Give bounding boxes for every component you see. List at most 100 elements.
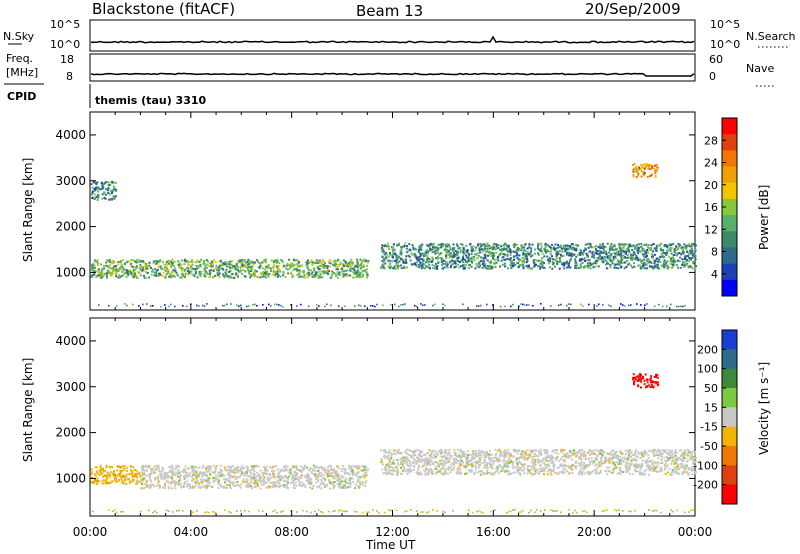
velocity-data-cell — [474, 455, 477, 458]
velocity-data-cell — [397, 448, 400, 451]
velocity-data-cell — [131, 471, 134, 474]
power-data-cell — [334, 262, 337, 264]
power-data-cell — [685, 246, 688, 249]
power-ground-cell — [202, 304, 204, 307]
power-data-cell — [184, 272, 187, 275]
power-data-cell — [646, 163, 648, 166]
power-data-cell — [322, 259, 325, 262]
velocity-data-cell — [562, 470, 565, 473]
power-data-cell — [659, 243, 662, 246]
power-data-cell — [507, 267, 509, 270]
power-data-cell — [154, 260, 157, 263]
power-data-cell — [470, 265, 473, 268]
velocity-data-cell — [195, 470, 198, 473]
velocity-data-cell — [677, 458, 680, 461]
power-data-cell — [177, 263, 180, 266]
power-data-cell — [251, 260, 254, 263]
velocity-data-cell — [318, 486, 321, 489]
power-data-cell — [694, 258, 697, 261]
velocity-data-cell — [385, 463, 388, 466]
power-data-cell — [575, 267, 578, 270]
power-data-cell — [418, 245, 421, 248]
power-data-cell — [601, 246, 604, 249]
power-data-cell — [342, 268, 345, 271]
power-data-cell — [628, 243, 631, 246]
velocity-data-cell — [180, 470, 183, 473]
power-data-cell — [522, 267, 525, 270]
power-data-cell — [663, 266, 666, 269]
velocity-data-cell — [99, 464, 102, 467]
power-data-cell — [113, 196, 116, 199]
power-ground-cell — [398, 305, 400, 308]
power-data-cell — [107, 192, 110, 194]
power-data-cell — [111, 180, 114, 183]
velocity-data-cell — [624, 453, 627, 456]
radar-title: Blackstone (fitACF) — [92, 0, 235, 18]
velocity-data-cell — [93, 482, 96, 485]
power-data-cell — [517, 247, 519, 249]
power-data-cell — [635, 168, 638, 171]
power-data-cell — [610, 242, 613, 245]
velocity-data-cell — [308, 486, 311, 489]
power-data-cell — [136, 265, 138, 268]
velocity-data-cell — [479, 473, 482, 476]
power-data-cell — [210, 269, 213, 272]
power-data-cell — [278, 262, 281, 264]
velocity-data-cell — [539, 451, 542, 454]
velocity-data-cell — [651, 451, 654, 453]
power-data-cell — [500, 245, 502, 248]
velocity-data-cell — [184, 465, 187, 468]
power-data-cell — [521, 260, 524, 263]
power-data-cell — [404, 261, 407, 264]
power-data-cell — [516, 254, 519, 257]
velocity-data-cell — [146, 485, 149, 488]
power-data-cell — [489, 253, 492, 256]
power-data-cell — [470, 248, 473, 250]
power-data-cell — [629, 264, 632, 267]
velocity-data-cell — [677, 464, 680, 466]
power-data-cell — [426, 258, 428, 261]
power-data-cell — [100, 188, 103, 190]
power-data-cell — [111, 192, 114, 195]
power-data-cell — [541, 257, 544, 259]
power-data-cell — [209, 262, 212, 265]
power-data-cell — [575, 255, 578, 258]
power-data-cell — [655, 169, 658, 172]
velocity-data-cell — [201, 475, 204, 478]
power-data-cell — [406, 250, 409, 253]
velocity-data-cell — [174, 471, 177, 474]
power-data-cell — [414, 262, 417, 265]
power-data-cell — [329, 265, 332, 268]
power-data-cell — [320, 262, 323, 265]
power-data-cell — [480, 256, 483, 259]
power-ground-cell — [654, 305, 656, 307]
power-data-cell — [637, 174, 640, 177]
power-data-cell — [403, 245, 406, 247]
velocity-data-cell — [245, 479, 248, 482]
power-data-cell — [297, 262, 300, 265]
power-data-cell — [415, 255, 418, 258]
velocity-data-cell — [139, 475, 142, 478]
velocity-data-cell — [442, 473, 445, 476]
power-data-cell — [243, 259, 246, 262]
power-data-cell — [91, 190, 94, 193]
power-data-cell — [132, 276, 135, 279]
power-data-cell — [669, 259, 672, 262]
power-data-cell — [97, 274, 100, 277]
power-data-cell — [301, 275, 304, 278]
velocity-data-cell — [226, 478, 228, 481]
velocity-data-cell — [652, 464, 655, 467]
power-data-cell — [539, 242, 542, 245]
power-data-cell — [436, 264, 439, 267]
velocity-data-cell — [262, 465, 265, 468]
velocity-data-cell — [337, 467, 340, 470]
velocity-data-cell — [152, 483, 155, 486]
power-data-cell — [453, 262, 456, 265]
power-data-cell — [446, 266, 449, 269]
velocity-data-cell — [305, 480, 308, 482]
power-data-cell — [253, 275, 256, 278]
power-data-cell — [546, 255, 549, 258]
power-ground-cell — [558, 304, 560, 307]
velocity-data-cell — [170, 480, 173, 483]
power-data-cell — [553, 265, 556, 268]
